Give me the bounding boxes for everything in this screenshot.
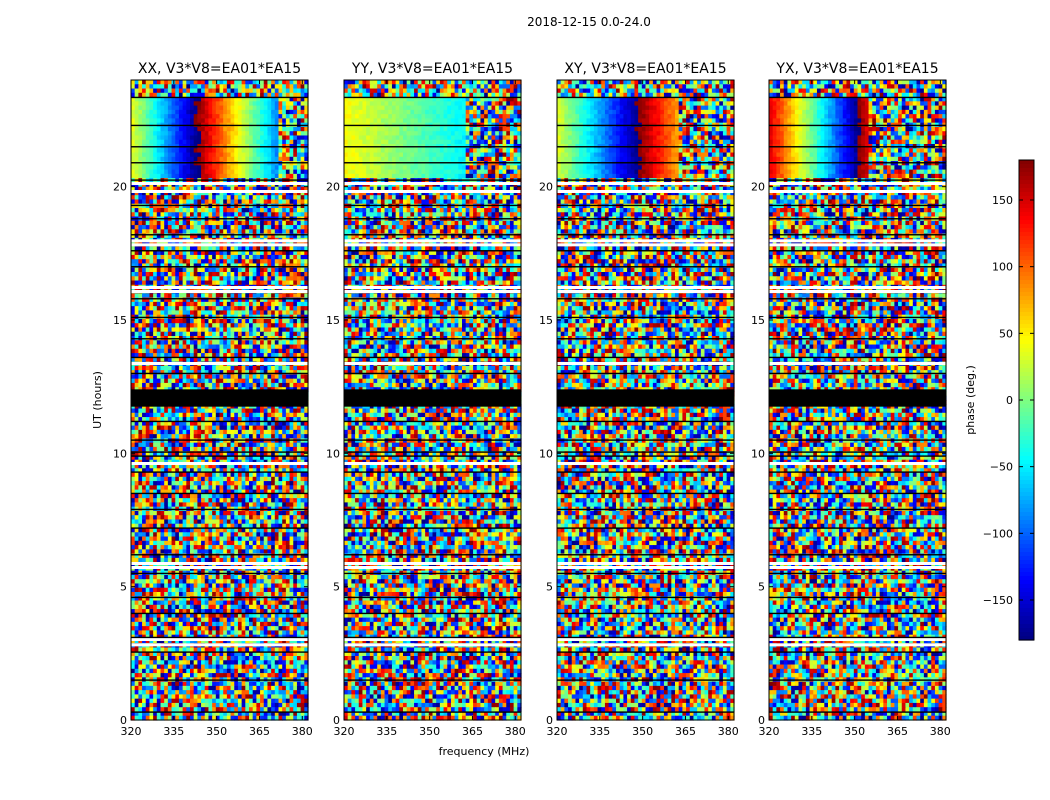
panel-yy-xtick-320: 320 <box>334 725 355 738</box>
panel-yx-heatmap <box>769 80 947 721</box>
panel-yy-xtick-365: 365 <box>462 725 483 738</box>
panel-yy-ytick-10: 10 <box>326 447 340 460</box>
colorbar-tick-4: −50 <box>990 461 1013 474</box>
panel-xx-xtick-365: 365 <box>249 725 270 738</box>
panel-xx-ytick-5: 5 <box>120 581 127 594</box>
panel-xy-ytick-0: 0 <box>546 714 553 727</box>
figure-title: 2018-12-15 0.0-24.0 <box>527 15 651 29</box>
panel-xy-ytick-20: 20 <box>539 181 553 194</box>
panel-xx: XX, V3*V8=EA01*EA15 320 335 350 365 380 0 5 10 15… <box>113 61 313 738</box>
panel-yx-xtick-365: 365 <box>887 725 908 738</box>
panel-xx-title: XX, V3*V8=EA01*EA15 <box>138 61 301 77</box>
colorbar-tick-3: 0 <box>1006 394 1013 407</box>
panel-yy-xtick-350: 350 <box>419 725 440 738</box>
panel-yx: YX, V3*V8=EA01*EA15 320 335 350 365 380 0 5 10 15… <box>751 61 951 738</box>
panel-yy-ytick-5: 5 <box>333 581 340 594</box>
colorbar-tick-1: 100 <box>992 261 1013 274</box>
panel-xx-ytick-20: 20 <box>113 181 127 194</box>
panel-yy-xtick-380: 380 <box>505 725 526 738</box>
panel-yx-xtick-320: 320 <box>759 725 780 738</box>
panel-xy-ytick-15: 15 <box>539 314 553 327</box>
panel-xy-xtick-350: 350 <box>632 725 653 738</box>
colorbar-label: phase (deg.) <box>964 365 977 435</box>
panel-xy: XY, V3*V8=EA01*EA15 320 335 350 365 380 0 5 10 15… <box>539 61 739 738</box>
panel-yx-ytick-5: 5 <box>758 581 765 594</box>
panel-yy: YY, V3*V8=EA01*EA15 320 335 350 365 380 0 5 10 15… <box>326 61 526 738</box>
colorbar: 150 100 50 0 −50 −100 −150 <box>983 159 1035 641</box>
panel-yy-heatmap <box>344 80 522 721</box>
colorbar-tick-2: 50 <box>999 327 1013 340</box>
panels: XX, V3*V8=EA01*EA15 320 335 350 365 380 0 5 10 15… <box>113 61 951 738</box>
panel-xx-xtick-380: 380 <box>292 725 313 738</box>
panel-yy-ytick-20: 20 <box>326 181 340 194</box>
x-axis-label: frequency (MHz) <box>439 745 530 758</box>
panel-xx-xtick-335: 335 <box>163 725 184 738</box>
panel-xy-xtick-335: 335 <box>589 725 610 738</box>
panel-yy-ytick-0: 0 <box>333 714 340 727</box>
panel-yx-ytick-0: 0 <box>758 714 765 727</box>
panel-xx-xtick-350: 350 <box>206 725 227 738</box>
panel-xy-ytick-10: 10 <box>539 447 553 460</box>
panel-yx-xtick-350: 350 <box>844 725 865 738</box>
panel-yx-ytick-10: 10 <box>751 447 765 460</box>
panel-xx-ytick-15: 15 <box>113 314 127 327</box>
panel-xx-xtick-320: 320 <box>121 725 142 738</box>
panel-yy-ytick-15: 15 <box>326 314 340 327</box>
panel-xx-ytick-10: 10 <box>113 447 127 460</box>
colorbar-tick-0: 150 <box>992 194 1013 207</box>
panel-xy-ytick-5: 5 <box>546 581 553 594</box>
panel-yx-xtick-335: 335 <box>801 725 822 738</box>
panel-yy-xtick-335: 335 <box>376 725 397 738</box>
panel-yy-title: YY, V3*V8=EA01*EA15 <box>351 61 513 77</box>
panel-xx-ytick-0: 0 <box>120 714 127 727</box>
panel-xx-heatmap <box>131 80 309 721</box>
panel-xy-heatmap <box>557 80 735 721</box>
panel-xy-title: XY, V3*V8=EA01*EA15 <box>564 61 726 77</box>
panel-xy-xtick-380: 380 <box>718 725 739 738</box>
colorbar-tick-6: −150 <box>983 594 1013 607</box>
panel-yx-xtick-380: 380 <box>930 725 951 738</box>
colorbar-tick-5: −100 <box>983 527 1013 540</box>
panel-xy-xtick-365: 365 <box>675 725 696 738</box>
y-axis-label: UT (hours) <box>91 371 104 429</box>
panel-yx-ytick-15: 15 <box>751 314 765 327</box>
panel-yx-title: YX, V3*V8=EA01*EA15 <box>775 61 938 77</box>
panel-yx-ytick-20: 20 <box>751 181 765 194</box>
panel-xy-xtick-320: 320 <box>547 725 568 738</box>
